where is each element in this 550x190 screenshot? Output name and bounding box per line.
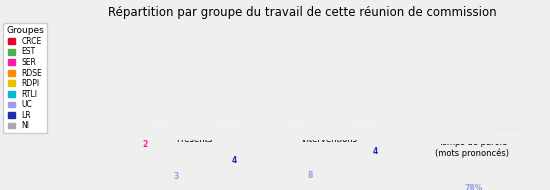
Wedge shape xyxy=(287,127,307,137)
Wedge shape xyxy=(342,127,372,162)
Text: 3: 3 xyxy=(174,172,179,181)
Wedge shape xyxy=(161,141,201,170)
Text: Présents: Présents xyxy=(176,135,212,144)
Circle shape xyxy=(172,105,216,149)
Circle shape xyxy=(307,105,351,149)
Text: 8: 8 xyxy=(308,171,314,180)
FancyBboxPatch shape xyxy=(400,130,544,190)
FancyBboxPatch shape xyxy=(130,127,258,190)
Wedge shape xyxy=(288,132,354,170)
Text: 4: 4 xyxy=(232,156,236,165)
Text: 9%: 9% xyxy=(524,134,537,143)
Text: 78%: 78% xyxy=(465,184,483,190)
Text: 11%: 11% xyxy=(405,136,424,145)
Circle shape xyxy=(447,105,497,155)
Text: Temps de parole
(mots prononcés): Temps de parole (mots prononcés) xyxy=(435,139,509,158)
Text: Répartition par groupe du travail de cette réunion de commission: Répartition par groupe du travail de cet… xyxy=(108,6,497,19)
Wedge shape xyxy=(427,137,519,178)
Wedge shape xyxy=(151,127,177,154)
Text: Interventions: Interventions xyxy=(301,135,357,144)
FancyBboxPatch shape xyxy=(265,127,393,190)
Legend: CRCE, EST, SER, RDSE, RDPI, RTLI, UC, LR, NI: CRCE, EST, SER, RDSE, RDPI, RTLI, UC, LR… xyxy=(3,23,47,133)
Text: 1: 1 xyxy=(274,129,280,138)
Text: 2: 2 xyxy=(142,140,147,149)
Wedge shape xyxy=(496,130,520,143)
Wedge shape xyxy=(424,130,449,146)
Wedge shape xyxy=(198,127,237,169)
Text: 4: 4 xyxy=(373,147,378,156)
